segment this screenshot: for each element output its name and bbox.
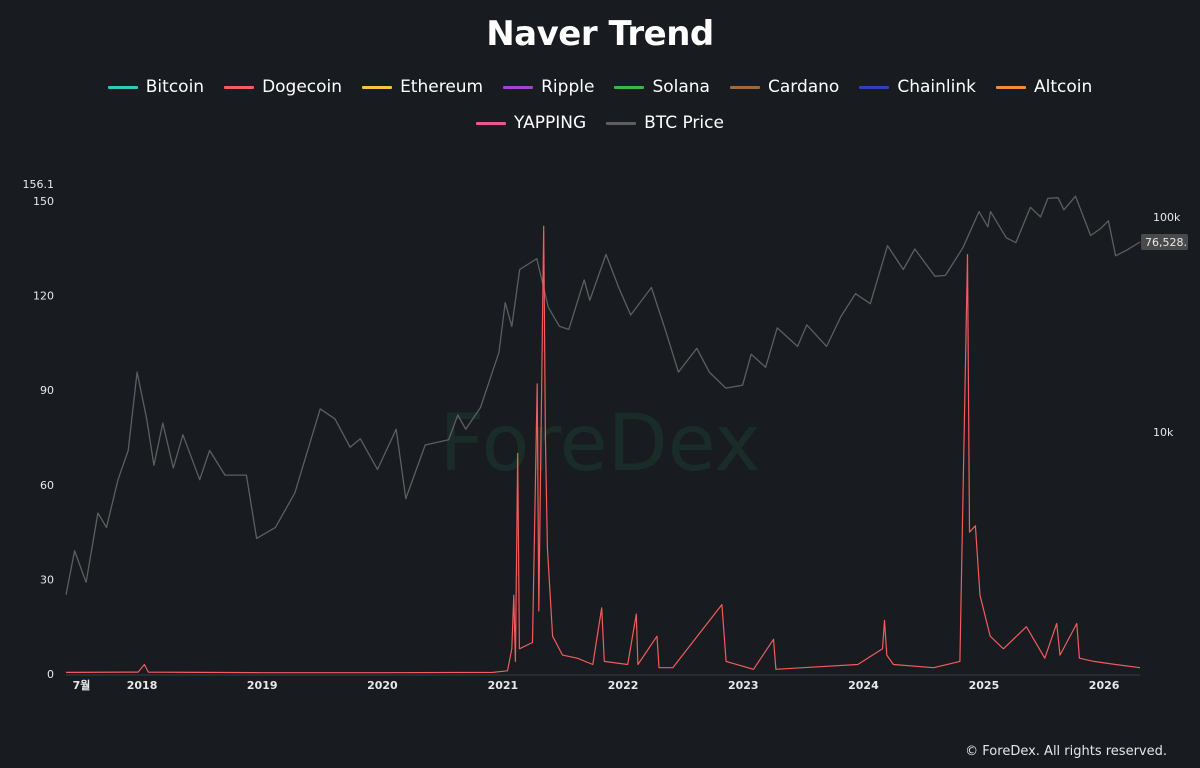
legend-swatch: [503, 85, 534, 89]
legend-label: Ethereum: [400, 77, 484, 97]
x-tick-label: 2023: [728, 679, 759, 692]
x-tick-label: 2022: [608, 679, 639, 692]
legend-swatch: [224, 85, 255, 89]
legend-label: Ripple: [541, 77, 595, 97]
x-tick-label: 2019: [247, 679, 278, 692]
legend-item-dogecoin[interactable]: Dogecoin: [224, 76, 342, 98]
y-tick-label: 60: [40, 479, 54, 492]
legend-label: Bitcoin: [145, 77, 205, 97]
copyright-footer: © ForeDex. All rights reserved.: [965, 744, 1167, 759]
legend-label: Solana: [652, 77, 710, 97]
legend-item-ripple[interactable]: Ripple: [503, 76, 594, 98]
legend-item-altcoin[interactable]: Altcoin: [995, 76, 1093, 98]
legend-item-yapping[interactable]: YAPPING: [476, 112, 586, 134]
x-tick-label: 2020: [367, 679, 398, 692]
legend-label: Dogecoin: [262, 77, 343, 97]
y-tick-label: 0: [47, 668, 54, 681]
legend: Bitcoin Dogecoin Ethereum Ripple Solana Carda…: [40, 76, 1160, 134]
right-tick-label: 100k: [1153, 211, 1181, 224]
legend-label: YAPPING: [514, 113, 587, 133]
legend-swatch: [606, 121, 637, 125]
watermark: ForeDex: [440, 399, 761, 489]
y-axis-max-label: 156.1: [23, 178, 55, 191]
y-tick-label: 120: [33, 290, 54, 303]
series-line-btc-price: [65, 195, 1141, 595]
legend-label: BTC Price: [644, 113, 724, 133]
last-price-label: 76,528.: [1145, 236, 1187, 249]
legend-swatch: [995, 85, 1026, 89]
y-tick-label: 150: [33, 195, 54, 208]
x-tick-label: 2018: [127, 679, 158, 692]
series-line-dogecoin: [65, 225, 1141, 674]
x-tick-label: 2026: [1089, 679, 1120, 692]
legend-swatch: [729, 85, 760, 89]
legend-swatch: [476, 121, 507, 125]
chart-plot: ForeDex 0 30 60 90 120 150 156.1 10k 100k 7월 2018 20…: [23, 178, 1188, 692]
legend-item-bitcoin[interactable]: Bitcoin: [107, 76, 205, 98]
legend-swatch: [859, 85, 890, 89]
y-tick-label: 90: [40, 384, 54, 397]
legend-label: Cardano: [767, 77, 840, 97]
last-price-badge: [1141, 233, 1188, 250]
x-tick-label: 2021: [488, 679, 519, 692]
legend-label: Altcoin: [1033, 77, 1093, 97]
legend-swatch: [362, 85, 393, 89]
right-tick-label: 10k: [1153, 426, 1174, 439]
legend-item-btc-price[interactable]: BTC Price: [606, 112, 724, 134]
y-tick-label: 30: [40, 573, 54, 586]
x-tick-label: 2025: [969, 679, 1000, 692]
legend-item-cardano[interactable]: Cardano: [729, 76, 840, 98]
legend-swatch: [107, 85, 138, 89]
x-tick-label: 7월: [73, 678, 91, 692]
legend-label: Chainlink: [897, 77, 976, 97]
x-tick-label: 2024: [848, 679, 879, 692]
legend-item-ethereum[interactable]: Ethereum: [362, 76, 483, 98]
chart-title: Naver Trend: [486, 14, 714, 54]
legend-item-chainlink[interactable]: Chainlink: [859, 76, 976, 98]
legend-swatch: [614, 85, 645, 89]
legend-item-solana[interactable]: Solana: [614, 76, 710, 98]
